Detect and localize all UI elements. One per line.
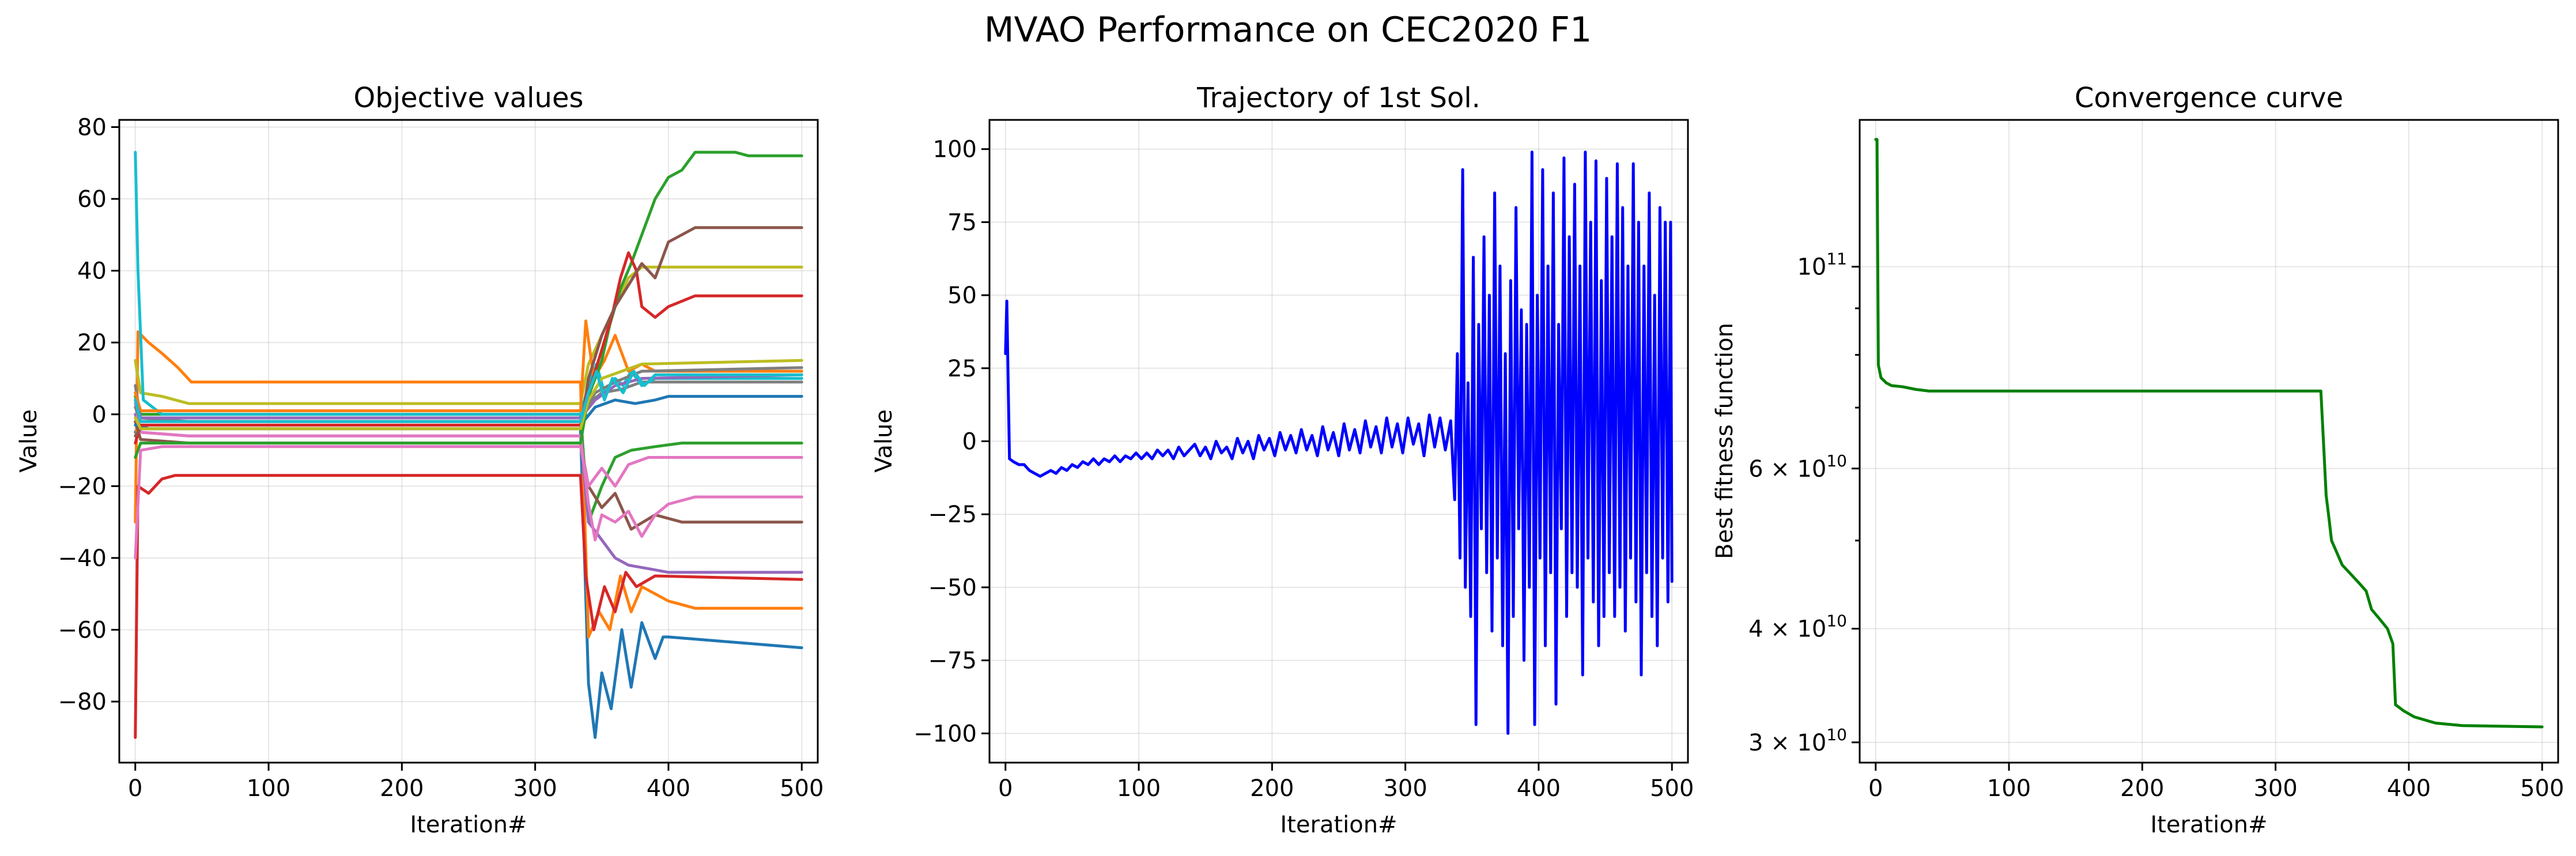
y-tick-label: 0 <box>962 429 977 455</box>
x-tick-label: 400 <box>1517 775 1561 802</box>
series-line <box>1874 138 2544 729</box>
chart-objective-values: 0 100 200 300 400 500 −80 −60 −40 −20 0 20 40 60 80 Ob… <box>16 82 824 838</box>
y-tick-label: 1011 <box>1797 250 1847 281</box>
ax2-xlabel: Iteration# <box>2150 812 2267 838</box>
series-line <box>134 265 803 405</box>
ax2-title: Convergence curve <box>2075 82 2343 114</box>
ax2-grid <box>1860 120 2558 763</box>
ax1-ticks: 0 100 200 300 400 500 −100 −75 −50 −25 0 25 50 75 100 <box>913 137 1694 802</box>
series-line <box>134 359 803 431</box>
ax0-series <box>134 150 803 739</box>
y-tick-label: 3 × 1010 <box>1748 725 1847 756</box>
figure-suptitle: MVAO Performance on CEC2020 F1 <box>984 10 1592 50</box>
x-tick-label: 200 <box>2120 775 2164 802</box>
y-tick-label: 4 × 1010 <box>1748 612 1847 643</box>
chart-trajectory: 0 100 200 300 400 500−100−75−50−250255075100 … <box>871 82 1694 838</box>
ax2-frame <box>1859 119 2559 764</box>
x-tick-label: 100 <box>247 775 290 802</box>
series-line <box>134 474 803 739</box>
x-tick-label: 400 <box>2387 775 2431 802</box>
y-tick-label: 20 <box>77 330 107 356</box>
series-line <box>134 424 803 739</box>
ax2-series <box>1874 138 2544 729</box>
y-tick-label: −60 <box>58 617 107 644</box>
series-line <box>134 150 803 459</box>
x-tick-label: 0 <box>998 775 1013 802</box>
y-tick-label: 75 <box>947 209 977 236</box>
ax2-ticks: 0 100 200 300 400 500 1011 6 × 1010 4 × 1010 3 × … <box>1748 250 2564 802</box>
y-tick-label: −50 <box>928 575 977 601</box>
x-tick-label: 200 <box>1250 775 1294 802</box>
x-tick-label: 200 <box>380 775 424 802</box>
x-tick-label: 300 <box>2253 775 2297 802</box>
y-tick-label: −100 <box>913 721 977 747</box>
ax0-xlabel: Iteration# <box>410 812 527 838</box>
x-tick-label: 100 <box>1987 775 2031 802</box>
x-tick-label: 100 <box>1117 775 1161 802</box>
ax1-title: Trajectory of 1st Sol. <box>1196 82 1480 114</box>
y-tick-label: 100 <box>933 137 977 163</box>
ax1-series <box>1004 150 1674 735</box>
x-tick-label: 500 <box>780 775 824 802</box>
x-tick-label: 300 <box>1383 775 1427 802</box>
ax1-xlabel: Iteration# <box>1280 812 1397 838</box>
x-tick-label: 400 <box>647 775 690 802</box>
y-tick-label: −40 <box>58 545 107 572</box>
x-tick-label: 300 <box>513 775 557 802</box>
y-tick-label: 50 <box>947 282 977 309</box>
series-line <box>134 402 803 542</box>
ax0-ylabel: Value <box>16 409 42 473</box>
y-tick-label: 40 <box>77 258 107 285</box>
y-tick-label: 80 <box>77 114 107 141</box>
ax0-ticks: 0 100 200 300 400 500 −80 −60 −40 −20 0 20 40 60 80 <box>58 114 824 802</box>
x-tick-label: 0 <box>128 775 142 802</box>
ax0-frame <box>118 119 819 764</box>
y-tick-label: −20 <box>58 473 107 500</box>
ax0-title: Objective values <box>354 82 584 114</box>
y-tick-label: −80 <box>58 689 107 715</box>
series-line <box>1004 150 1674 735</box>
y-tick-label: 0 <box>92 402 107 428</box>
x-tick-label: 0 <box>1868 775 1883 802</box>
ax1-ylabel: Value <box>871 409 897 473</box>
y-tick-label: 60 <box>77 186 107 213</box>
ax0-grid <box>119 120 818 763</box>
x-tick-label: 500 <box>2520 775 2564 802</box>
y-tick-label: −75 <box>928 648 977 674</box>
series-line <box>134 319 803 413</box>
series-line <box>134 369 803 423</box>
series-line <box>134 445 803 560</box>
y-tick-label: 25 <box>947 356 977 382</box>
y-tick-label: −25 <box>928 501 977 528</box>
y-tick-label: 6 × 1010 <box>1748 451 1847 482</box>
chart-convergence: 0 100 200 300 400 500 1011 6 × 1010 4 × 1010 3 × … <box>1712 82 2564 838</box>
x-tick-label: 500 <box>1650 775 1694 802</box>
ax2-ylabel: Best fitness function <box>1712 323 1738 559</box>
series-line <box>134 413 803 574</box>
